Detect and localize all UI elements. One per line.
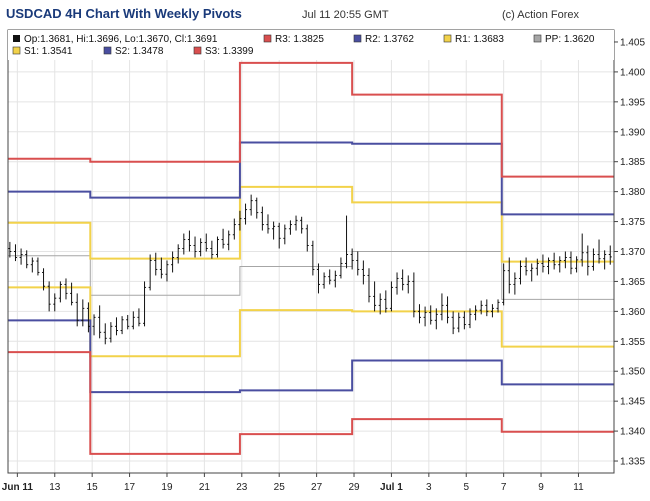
legend-label-r1: R1: 1.3683 bbox=[455, 34, 504, 45]
y-tick-label: 1.380 bbox=[620, 187, 645, 198]
x-tick-label: 15 bbox=[87, 482, 99, 493]
legend-swatch-s2 bbox=[103, 46, 112, 55]
x-tick-label: 3 bbox=[426, 482, 432, 493]
pivot-line-r1 bbox=[8, 185, 614, 263]
pivot-line-r3 bbox=[8, 61, 614, 178]
y-tick-label: 1.405 bbox=[620, 37, 645, 48]
x-tick-label: 7 bbox=[501, 482, 507, 493]
y-tick-label: 1.375 bbox=[620, 217, 645, 228]
x-tick-label: 21 bbox=[199, 482, 211, 493]
legend-label-pp: PP: 1.3620 bbox=[545, 34, 595, 45]
y-tick-label: 1.355 bbox=[620, 337, 645, 348]
chart-timestamp: Jul 11 20:55 GMT bbox=[302, 9, 389, 21]
y-tick-label: 1.335 bbox=[620, 457, 645, 468]
y-tick-label: 1.365 bbox=[620, 277, 645, 288]
grid-layer bbox=[8, 30, 614, 473]
legend-label-s2: S2: 1.3478 bbox=[115, 46, 164, 57]
pivot-line-pp bbox=[8, 251, 614, 300]
y-tick-label: 1.395 bbox=[620, 97, 645, 108]
x-tick-label: Jun 11 bbox=[2, 482, 34, 493]
x-tick-label: 25 bbox=[274, 482, 286, 493]
legend-label-ohlc: Op:1.3681, Hi:1.3696, Lo:1.3670, Cl:1.36… bbox=[24, 34, 218, 45]
chart-credit: (c) Action Forex bbox=[502, 9, 580, 21]
legend-swatch-r1 bbox=[443, 34, 452, 43]
legend-label-r3: R3: 1.3825 bbox=[275, 34, 324, 45]
pivot-lines bbox=[8, 61, 614, 455]
legend-label-r2: R2: 1.3762 bbox=[365, 34, 414, 45]
pivot-line-r2 bbox=[8, 141, 614, 216]
x-tick-label: 9 bbox=[538, 482, 544, 493]
y-tick-label: 1.400 bbox=[620, 67, 645, 78]
chart-title: USDCAD 4H Chart With Weekly Pivots bbox=[6, 6, 242, 21]
y-tick-label: 1.360 bbox=[620, 307, 645, 318]
legend-swatch-pp bbox=[533, 34, 542, 43]
x-tick-label: 23 bbox=[236, 482, 248, 493]
x-tick-label: 27 bbox=[311, 482, 323, 493]
x-tick-label: 19 bbox=[161, 482, 173, 493]
legend-swatch-r3 bbox=[263, 34, 272, 43]
y-tick-label: 1.370 bbox=[620, 247, 645, 258]
x-tick-label: 17 bbox=[124, 482, 136, 493]
x-tick-label: 29 bbox=[348, 482, 360, 493]
legend: Op:1.3681, Hi:1.3696, Lo:1.3670, Cl:1.36… bbox=[12, 34, 595, 57]
y-tick-label: 1.345 bbox=[620, 397, 645, 408]
legend-box bbox=[8, 30, 614, 60]
legend-swatch-s3 bbox=[193, 46, 202, 55]
x-tick-label: 13 bbox=[49, 482, 61, 493]
legend-swatch-ohlc bbox=[13, 35, 20, 42]
y-tick-label: 1.385 bbox=[620, 157, 645, 168]
pivot-line-s3 bbox=[8, 351, 614, 455]
y-tick-label: 1.340 bbox=[620, 427, 645, 438]
x-tick-label: Jul 1 bbox=[380, 482, 403, 493]
candles bbox=[8, 194, 612, 345]
axes: 1.335 1.340 1.345 1.350 1.355 1.360 1.365 1.370… bbox=[2, 37, 646, 493]
legend-label-s1: S1: 1.3541 bbox=[24, 46, 73, 57]
x-tick-label: 5 bbox=[463, 482, 469, 493]
legend-label-s3: S3: 1.3399 bbox=[205, 46, 254, 57]
y-tick-label: 1.390 bbox=[620, 127, 645, 138]
legend-swatch-r2 bbox=[353, 34, 362, 43]
legend-swatch-s1 bbox=[12, 46, 21, 55]
pivot-line-s1 bbox=[8, 286, 614, 358]
y-tick-label: 1.350 bbox=[620, 367, 645, 378]
x-tick-label: 11 bbox=[573, 482, 584, 493]
